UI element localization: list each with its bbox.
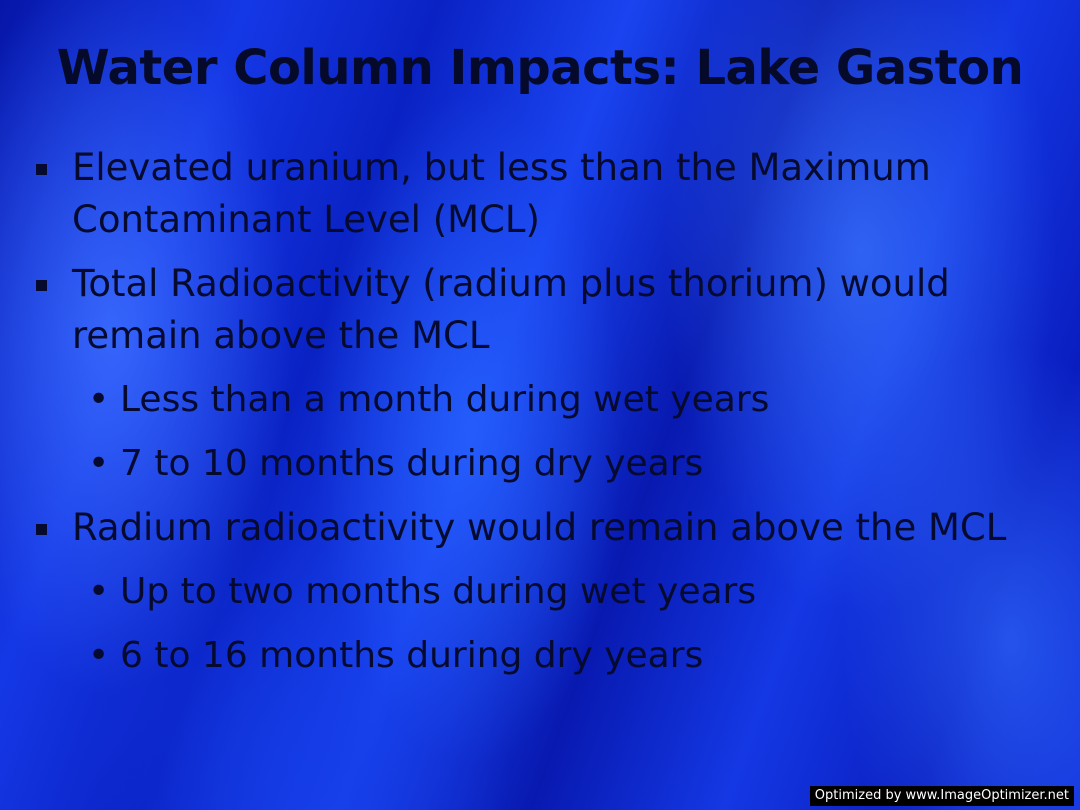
square-bullet-icon [36, 164, 47, 175]
square-bullet-icon [36, 280, 47, 291]
bullet-2-sub-2-text: 7 to 10 months during dry years [120, 443, 704, 484]
bullet-3-text: Radium radioactivity would remain above … [72, 506, 1007, 549]
bullet-3: Radium radioactivity would remain above … [30, 502, 1050, 554]
slide-title: Water Column Impacts: Lake Gaston [56, 40, 1024, 96]
round-bullet-icon: • [88, 571, 110, 612]
round-bullet-icon: • [88, 379, 110, 420]
bullet-2-sub-1: • Less than a month during wet years [30, 374, 1050, 426]
bullet-3-sub-2: • 6 to 16 months during dry years [30, 630, 1050, 682]
bullet-2: Total Radioactivity (radium plus thorium… [30, 258, 1050, 362]
slide-body: Elevated uranium, but less than the Maxi… [30, 142, 1050, 694]
bullet-2-sub-2: • 7 to 10 months during dry years [30, 438, 1050, 490]
bullet-1-text: Elevated uranium, but less than the Maxi… [72, 146, 931, 241]
bullet-3-sub-1: • Up to two months during wet years [30, 566, 1050, 618]
bullet-2-text: Total Radioactivity (radium plus thorium… [72, 262, 950, 357]
bullet-1: Elevated uranium, but less than the Maxi… [30, 142, 1050, 246]
bullet-3-sub-2-text: 6 to 16 months during dry years [120, 635, 704, 676]
round-bullet-icon: • [88, 443, 110, 484]
round-bullet-icon: • [88, 635, 110, 676]
bullet-2-sub-1-text: Less than a month during wet years [120, 379, 770, 420]
square-bullet-icon [36, 524, 47, 535]
bullet-3-sub-1-text: Up to two months during wet years [120, 571, 757, 612]
optimizer-watermark: Optimized by www.ImageOptimizer.net [809, 786, 1074, 806]
